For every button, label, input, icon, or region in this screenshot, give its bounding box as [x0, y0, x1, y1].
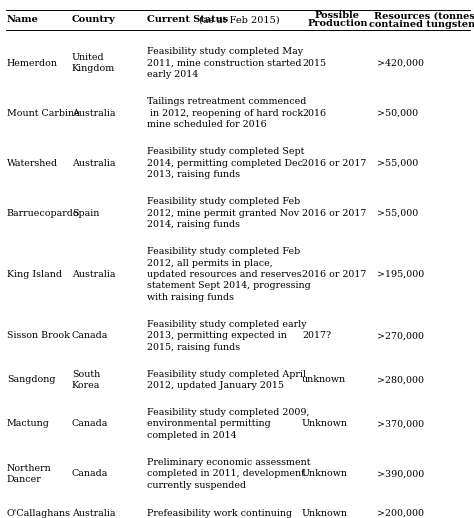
Text: Mactung: Mactung [7, 420, 50, 428]
Text: >55,000: >55,000 [377, 159, 418, 167]
Text: Unknown: Unknown [302, 469, 348, 479]
Text: >195,000: >195,000 [377, 270, 424, 279]
Text: >370,000: >370,000 [377, 420, 424, 428]
Text: Production: Production [307, 20, 368, 28]
Text: Feasibility study completed 2009,
environmental permitting
completed in 2014: Feasibility study completed 2009, enviro… [147, 408, 310, 440]
Text: O'Callaghans: O'Callaghans [7, 509, 71, 517]
Text: Prefeasibility work continuing: Prefeasibility work continuing [147, 509, 292, 517]
Text: Tailings retreatment commenced
 in 2012, reopening of hard rock
mine scheduled f: Tailings retreatment commenced in 2012, … [147, 97, 306, 129]
Text: Canada: Canada [72, 332, 109, 340]
Text: Sisson Brook: Sisson Brook [7, 332, 70, 340]
Text: Spain: Spain [72, 209, 100, 218]
Text: contained tungsten): contained tungsten) [369, 20, 474, 28]
Text: 2016 or 2017: 2016 or 2017 [302, 209, 366, 218]
Text: Feasibility study completed May
2011, mine construction started
early 2014: Feasibility study completed May 2011, mi… [147, 47, 303, 79]
Text: Barruecopardo: Barruecopardo [7, 209, 80, 218]
Text: Feasibility study completed Feb
2012, mine permit granted Nov
2014, raising fund: Feasibility study completed Feb 2012, mi… [147, 197, 300, 229]
Text: United
Kingdom: United Kingdom [72, 53, 115, 73]
Text: Feasibility study completed Feb
2012, all permits in place,
updated resources an: Feasibility study completed Feb 2012, al… [147, 247, 311, 302]
Text: >420,000: >420,000 [377, 59, 424, 67]
Text: >270,000: >270,000 [377, 332, 424, 340]
Text: Canada: Canada [72, 469, 109, 479]
Text: Resources (tonnes: Resources (tonnes [374, 11, 474, 21]
Text: Feasibility study completed early
2013, permitting expected in
2015, raising fun: Feasibility study completed early 2013, … [147, 320, 307, 352]
Text: >50,000: >50,000 [377, 108, 418, 118]
Text: South
Korea: South Korea [72, 370, 100, 390]
Text: Australia: Australia [72, 270, 116, 279]
Text: King Island: King Island [7, 270, 62, 279]
Text: Mount Carbine: Mount Carbine [7, 108, 80, 118]
Text: Unknown: Unknown [302, 509, 348, 517]
Text: 2017?: 2017? [302, 332, 331, 340]
Text: Unknown: Unknown [302, 420, 348, 428]
Text: >280,000: >280,000 [377, 376, 424, 384]
Text: 2015: 2015 [302, 59, 326, 67]
Text: Hemerdon: Hemerdon [7, 59, 58, 67]
Text: >390,000: >390,000 [377, 469, 424, 479]
Text: (as at Feb 2015): (as at Feb 2015) [199, 16, 280, 24]
Text: Australia: Australia [72, 159, 116, 167]
Text: >55,000: >55,000 [377, 209, 418, 218]
Text: 2016 or 2017: 2016 or 2017 [302, 270, 366, 279]
Text: Australia: Australia [72, 108, 116, 118]
Text: Possible: Possible [315, 11, 360, 21]
Text: Northern
Dancer: Northern Dancer [7, 464, 52, 484]
Text: unknown: unknown [302, 376, 346, 384]
Text: Sangdong: Sangdong [7, 376, 55, 384]
Text: Feasibility study completed Sept
2014, permitting completed Dec
2013, raising fu: Feasibility study completed Sept 2014, p… [147, 147, 304, 179]
Text: Feasibility study completed April
2012, updated January 2015: Feasibility study completed April 2012, … [147, 370, 306, 390]
Text: Australia: Australia [72, 509, 116, 517]
Text: >200,000: >200,000 [377, 509, 424, 517]
Text: Current Status: Current Status [147, 16, 232, 24]
Text: 2016: 2016 [302, 108, 326, 118]
Text: 2016 or 2017: 2016 or 2017 [302, 159, 366, 167]
Text: Canada: Canada [72, 420, 109, 428]
Text: Preliminary economic assessment
completed in 2011, development
currently suspend: Preliminary economic assessment complete… [147, 458, 310, 490]
Text: Country: Country [72, 16, 116, 24]
Text: Watershed: Watershed [7, 159, 58, 167]
Text: Name: Name [7, 16, 39, 24]
